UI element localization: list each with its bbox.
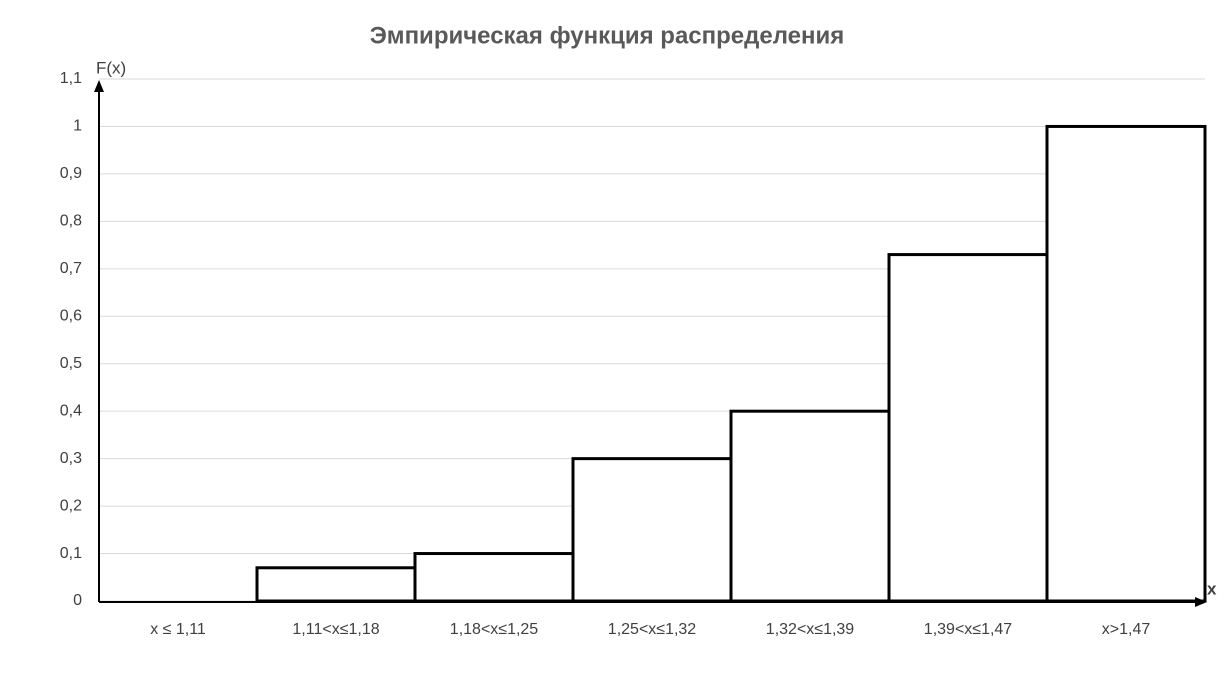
y-tick-label: 0,6	[60, 307, 82, 324]
bar	[255, 566, 417, 603]
y-tick-label: 0,2	[60, 497, 82, 514]
y-tick-label: 0,4	[60, 402, 82, 419]
x-tick-label: 1,25<x≤1,32	[608, 621, 697, 638]
y-tick-label: 0,1	[60, 545, 82, 562]
chart-title: Эмпирическая функция распределения	[370, 22, 845, 49]
bar	[413, 552, 575, 603]
x-arrow	[1195, 597, 1207, 607]
x-tick-label: x>1,47	[1102, 621, 1151, 638]
y-tick-label: 0	[73, 592, 82, 609]
bar	[729, 409, 891, 603]
y-tick-label: 0,3	[60, 450, 82, 467]
bar	[571, 457, 733, 603]
bar	[887, 253, 1049, 603]
bar	[1045, 124, 1207, 603]
x-tick-label: 1,32<x≤1,39	[766, 621, 855, 638]
y-tick-label: 0,7	[60, 260, 82, 277]
y-axis-label: F(x)	[96, 58, 126, 77]
x-tick-label: x ≤ 1,11	[150, 621, 206, 638]
y-tick-label: 1,1	[60, 70, 82, 87]
y-tick-label: 0,5	[60, 355, 82, 372]
y-tick-label: 0,9	[60, 165, 82, 182]
grid	[99, 78, 1205, 602]
axes: F(x) x	[94, 58, 1217, 607]
x-axis-label: x	[1207, 579, 1217, 598]
x-tick-label: 1,11<x≤1,18	[292, 621, 379, 638]
y-arrow	[94, 80, 104, 92]
x-tick-label: 1,18<x≤1,25	[450, 621, 539, 638]
y-tick-label: 0,8	[60, 213, 82, 230]
y-tick-label: 1	[73, 118, 82, 135]
x-tick-label: 1,39<x≤1,47	[924, 621, 1013, 638]
